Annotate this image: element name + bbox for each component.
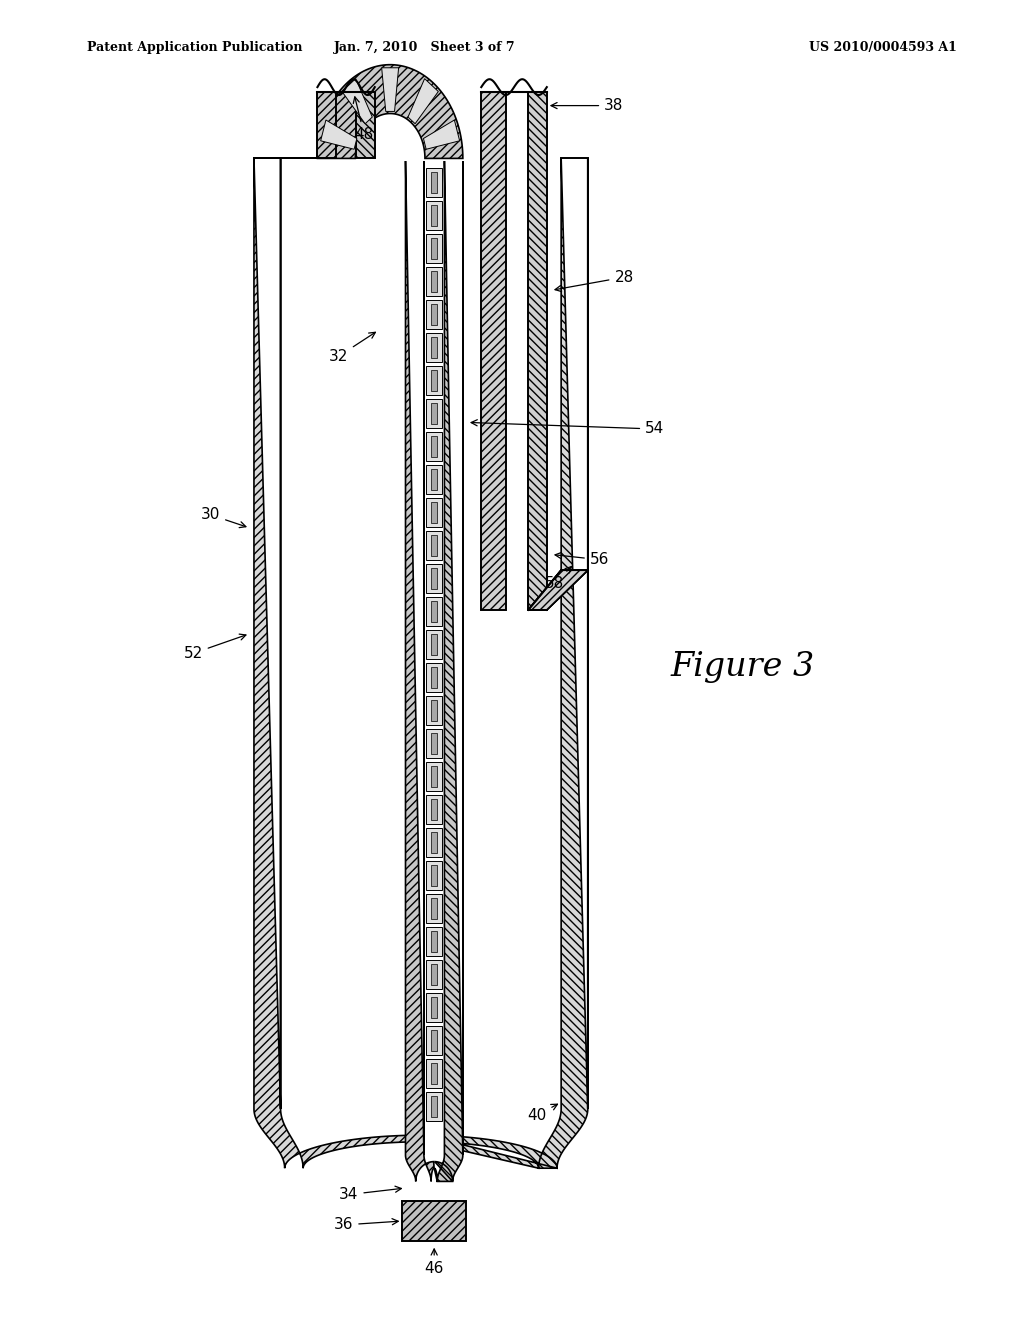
Polygon shape: [431, 370, 437, 391]
Polygon shape: [431, 931, 437, 952]
Polygon shape: [431, 568, 437, 589]
Polygon shape: [426, 1059, 442, 1088]
Text: 46: 46: [425, 1249, 443, 1275]
Text: 58: 58: [545, 566, 571, 591]
Polygon shape: [431, 766, 437, 787]
Polygon shape: [426, 663, 442, 692]
Polygon shape: [426, 333, 442, 362]
Polygon shape: [336, 92, 356, 158]
Polygon shape: [426, 762, 442, 791]
Text: US 2010/0004593 A1: US 2010/0004593 A1: [809, 41, 956, 54]
Polygon shape: [254, 158, 418, 1168]
Polygon shape: [426, 696, 442, 725]
Polygon shape: [317, 92, 336, 158]
Polygon shape: [426, 564, 442, 593]
Polygon shape: [431, 733, 437, 754]
Polygon shape: [424, 161, 444, 1181]
Polygon shape: [431, 535, 437, 556]
Polygon shape: [431, 469, 437, 490]
Polygon shape: [431, 601, 437, 622]
Polygon shape: [356, 92, 375, 158]
Polygon shape: [431, 205, 437, 226]
Text: 52: 52: [183, 634, 246, 661]
Polygon shape: [431, 304, 437, 325]
Polygon shape: [431, 1096, 437, 1117]
Text: 40: 40: [527, 1105, 557, 1123]
Polygon shape: [431, 634, 437, 655]
Polygon shape: [426, 201, 442, 230]
Polygon shape: [342, 79, 373, 124]
Text: Patent Application Publication: Patent Application Publication: [87, 41, 302, 54]
Polygon shape: [426, 795, 442, 824]
Polygon shape: [317, 65, 463, 158]
Polygon shape: [426, 729, 442, 758]
Polygon shape: [431, 667, 437, 688]
Polygon shape: [431, 1030, 437, 1051]
Polygon shape: [431, 865, 437, 886]
Polygon shape: [431, 436, 437, 457]
Polygon shape: [431, 700, 437, 721]
Polygon shape: [426, 861, 442, 890]
Polygon shape: [355, 114, 444, 158]
Polygon shape: [426, 498, 442, 527]
Polygon shape: [431, 898, 437, 919]
Polygon shape: [402, 1201, 466, 1241]
Polygon shape: [426, 465, 442, 494]
Text: 56: 56: [555, 552, 609, 568]
Polygon shape: [424, 158, 588, 1168]
Text: 48: 48: [353, 96, 374, 143]
Polygon shape: [431, 799, 437, 820]
Polygon shape: [426, 432, 442, 461]
Text: 36: 36: [334, 1217, 398, 1233]
Polygon shape: [431, 337, 437, 358]
Polygon shape: [431, 271, 437, 292]
Polygon shape: [431, 997, 437, 1018]
Polygon shape: [406, 161, 434, 1181]
Text: Figure 3: Figure 3: [671, 651, 814, 682]
Polygon shape: [426, 927, 442, 956]
Polygon shape: [426, 894, 442, 923]
Polygon shape: [528, 92, 547, 610]
Text: 32: 32: [329, 333, 376, 364]
Polygon shape: [426, 366, 442, 395]
Polygon shape: [426, 300, 442, 329]
Polygon shape: [426, 168, 442, 197]
Polygon shape: [528, 570, 588, 610]
Polygon shape: [375, 158, 406, 161]
Polygon shape: [528, 570, 588, 610]
Polygon shape: [426, 993, 442, 1022]
Polygon shape: [426, 630, 442, 659]
Text: 34: 34: [339, 1187, 401, 1203]
Polygon shape: [431, 172, 437, 193]
Polygon shape: [434, 161, 463, 1181]
Polygon shape: [481, 92, 506, 610]
Polygon shape: [431, 502, 437, 523]
Polygon shape: [408, 79, 438, 124]
Polygon shape: [431, 403, 437, 424]
Text: 54: 54: [471, 420, 665, 437]
Polygon shape: [426, 234, 442, 263]
Polygon shape: [321, 120, 356, 149]
Polygon shape: [424, 120, 460, 149]
Polygon shape: [431, 832, 437, 853]
Text: Jan. 7, 2010   Sheet 3 of 7: Jan. 7, 2010 Sheet 3 of 7: [334, 41, 516, 54]
Polygon shape: [426, 960, 442, 989]
Polygon shape: [426, 597, 442, 626]
Text: 30: 30: [201, 507, 246, 528]
Polygon shape: [281, 158, 561, 1168]
Polygon shape: [431, 1063, 437, 1084]
Polygon shape: [382, 67, 398, 111]
Polygon shape: [426, 399, 442, 428]
Text: 28: 28: [555, 269, 634, 292]
Polygon shape: [426, 1092, 442, 1121]
Text: 38: 38: [551, 98, 624, 114]
Polygon shape: [431, 964, 437, 985]
Polygon shape: [426, 531, 442, 560]
Polygon shape: [426, 828, 442, 857]
Polygon shape: [426, 1026, 442, 1055]
Polygon shape: [431, 238, 437, 259]
Polygon shape: [506, 92, 528, 610]
Polygon shape: [426, 267, 442, 296]
